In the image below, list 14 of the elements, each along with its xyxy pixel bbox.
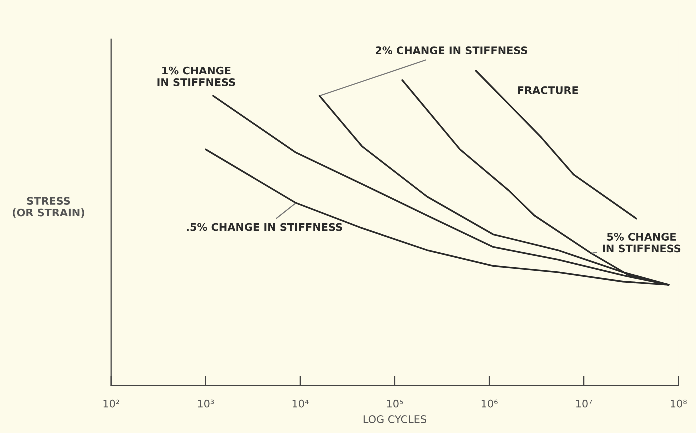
x-tick-label: 10² [104,400,120,408]
x-tick-label: 10⁵ [387,400,404,408]
x-tick-label: 10⁴ [292,400,309,408]
x-tick-label: 10⁸ [671,400,687,408]
x-tick-label: 10³ [198,400,214,408]
series-label: FRACTURE [518,86,578,94]
series-label: .5% CHANGE IN STIFFNESS [187,223,342,232]
y-axis-title: STRESS (OR STRAIN) [12,197,84,218]
x-tick-label: 10⁷ [576,400,592,408]
series-label: 1% CHANGE IN STIFFNESS [158,66,236,86]
x-axis-title: LOG CYCLES [364,416,426,424]
series-label: 5% CHANGE IN STIFFNESS [603,233,681,253]
text: 2% CHANGE IN STIFFNESS [376,46,528,55]
x-tick-label: 10⁶ [482,400,498,408]
